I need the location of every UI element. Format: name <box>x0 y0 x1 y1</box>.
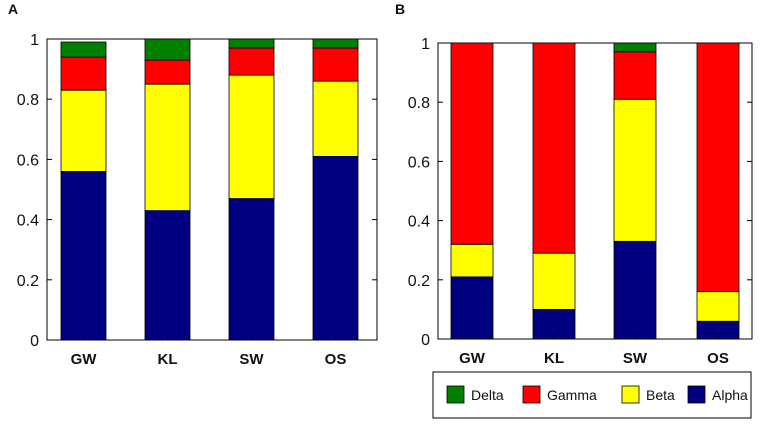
x-tick-label: OS <box>707 350 729 367</box>
bar-segment-beta-kl <box>532 252 576 310</box>
bar-segment-delta-sw <box>613 42 657 53</box>
bar-segment-gamma-sw <box>228 47 275 76</box>
y-tick-label: 0.6 <box>408 154 430 171</box>
y-tick-label: 0.4 <box>408 214 430 231</box>
legend-swatch-alpha <box>687 385 706 404</box>
bar-segment-gamma-kl <box>532 42 576 254</box>
bar-segment-beta-os <box>312 80 359 157</box>
y-tick-label: 0 <box>30 333 39 350</box>
bar-segment-beta-gw <box>60 89 107 172</box>
bar-segment-beta-os <box>696 291 740 322</box>
y-tick-label: 1 <box>421 36 430 53</box>
panel-a-label: A <box>8 1 18 17</box>
bar-segment-gamma-gw <box>450 42 494 245</box>
bar-segment-delta-os <box>312 38 359 49</box>
bar-segment-alpha-sw <box>228 198 275 341</box>
legend-swatch-gamma <box>522 385 541 404</box>
y-tick-label: 0.8 <box>17 92 39 109</box>
bar-segment-gamma-gw <box>60 56 107 91</box>
y-tick-label: 0.6 <box>17 152 39 169</box>
bar-segment-gamma-sw <box>613 51 657 100</box>
y-tick-label: 0.4 <box>17 213 39 230</box>
legend: Delta Gamma Beta Alpha <box>432 371 752 419</box>
y-tick-label: 0 <box>421 332 430 349</box>
y-tick-label: 0.2 <box>408 273 430 290</box>
x-tick-label: OS <box>325 351 347 368</box>
y-tick-label: 1 <box>30 32 39 49</box>
plot-frame <box>437 42 753 340</box>
plot-frame <box>46 38 378 341</box>
legend-label-beta: Beta <box>646 387 675 403</box>
bar-segment-gamma-os <box>312 47 359 82</box>
bar-segment-alpha-gw <box>60 171 107 341</box>
legend-label-delta: Delta <box>471 387 504 403</box>
bar-segment-alpha-sw <box>613 240 657 340</box>
bar-segment-alpha-os <box>312 155 359 341</box>
bar-segment-beta-sw <box>228 74 275 199</box>
bar-segment-delta-kl <box>144 38 191 61</box>
legend-swatch-beta <box>621 385 640 404</box>
x-tick-label: GW <box>459 350 486 367</box>
x-tick-label: KL <box>544 350 564 367</box>
legend-swatch-delta <box>446 385 465 404</box>
bar-segment-delta-gw <box>60 41 107 58</box>
panel-a: A 0 0.2 0.4 0.6 0.8 1 GW KL SW OS <box>8 1 378 368</box>
bar-segment-gamma-os <box>696 42 740 293</box>
bar-segment-gamma-kl <box>144 59 191 85</box>
bar-segment-beta-sw <box>613 98 657 242</box>
y-tick-label: 0.8 <box>408 95 430 112</box>
x-tick-label: SW <box>239 351 264 368</box>
x-tick-label: KL <box>158 351 178 368</box>
bar-segment-alpha-gw <box>450 276 494 340</box>
panel-b-label: B <box>395 1 405 17</box>
x-tick-label: SW <box>623 350 648 367</box>
x-tick-label: GW <box>71 351 98 368</box>
bar-segment-alpha-kl <box>144 210 191 341</box>
bar-segment-delta-sw <box>228 38 275 49</box>
bar-segment-beta-kl <box>144 83 191 211</box>
y-tick-label: 0.2 <box>17 273 39 290</box>
panel-b: B 0 0.2 0.4 0.6 0.8 1 GW KL SW OS <box>395 1 753 367</box>
bar-segment-beta-gw <box>450 243 494 278</box>
legend-label-gamma: Gamma <box>547 387 597 403</box>
legend-label-alpha: Alpha <box>712 387 748 403</box>
